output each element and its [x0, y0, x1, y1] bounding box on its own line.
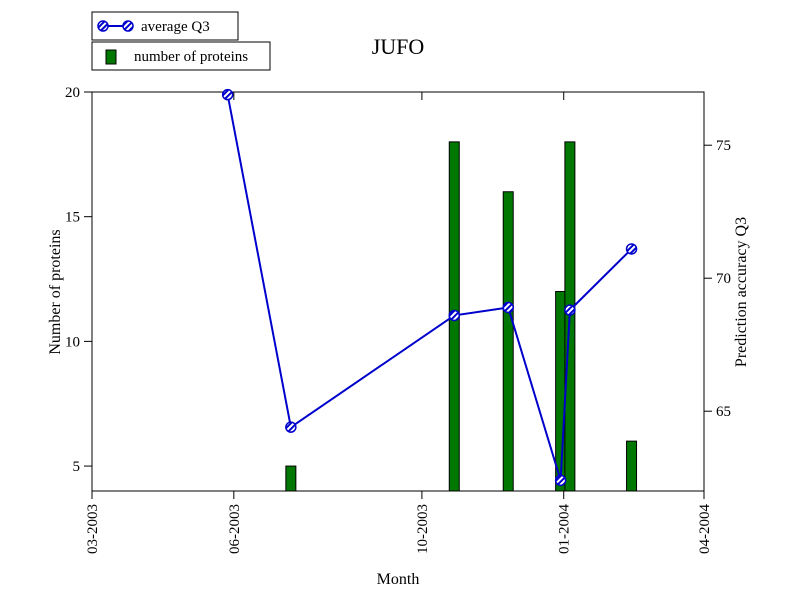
line-point — [564, 304, 576, 316]
plot-frame — [91, 91, 705, 492]
line-point — [554, 474, 567, 487]
y-left-tick-label: 10 — [65, 334, 80, 350]
line-point — [285, 421, 297, 433]
legend: average Q3 number of proteins — [91, 11, 271, 71]
y-right-tick-label: 75 — [716, 138, 731, 154]
y-left-tick-label: 15 — [65, 210, 80, 226]
legend-label-line: average Q3 — [141, 19, 210, 35]
legend-label-bar: number of proteins — [134, 49, 248, 65]
line-point — [625, 243, 638, 255]
x-axis-label: Month — [377, 571, 420, 588]
legend-box-bar — [91, 41, 271, 71]
y-left-tick-label: 20 — [65, 85, 80, 101]
bar — [626, 440, 638, 492]
legend-marker — [97, 20, 109, 32]
y-axis-right-label: Prediction accuracy Q3 — [733, 217, 750, 367]
bar — [555, 291, 567, 492]
chart-title: JUFO — [372, 34, 425, 59]
x-tick-label: 01-2004 — [557, 504, 573, 554]
bar — [285, 465, 297, 492]
legend-bar-swatch — [105, 49, 117, 65]
y-right-tick-label: 65 — [716, 404, 731, 420]
x-tick-label: 04-2004 — [697, 504, 713, 554]
line-point — [448, 309, 461, 322]
plot-area: 03-2003 06-2003 10-2003 01-2004 04-2004 5 10 15… — [65, 85, 731, 554]
y-right-tick-label: 70 — [716, 271, 731, 287]
bar — [502, 191, 514, 492]
legend-marker — [122, 20, 134, 32]
x-tick-label: 06-2003 — [227, 504, 243, 554]
line-point — [221, 88, 234, 101]
x-tick-label: 10-2003 — [415, 504, 431, 554]
y-left-tick-label: 5 — [73, 459, 81, 475]
y-axis-left-label: Number of proteins — [47, 229, 64, 354]
line-point — [502, 301, 514, 314]
x-tick-label: 03-2003 — [85, 504, 101, 554]
